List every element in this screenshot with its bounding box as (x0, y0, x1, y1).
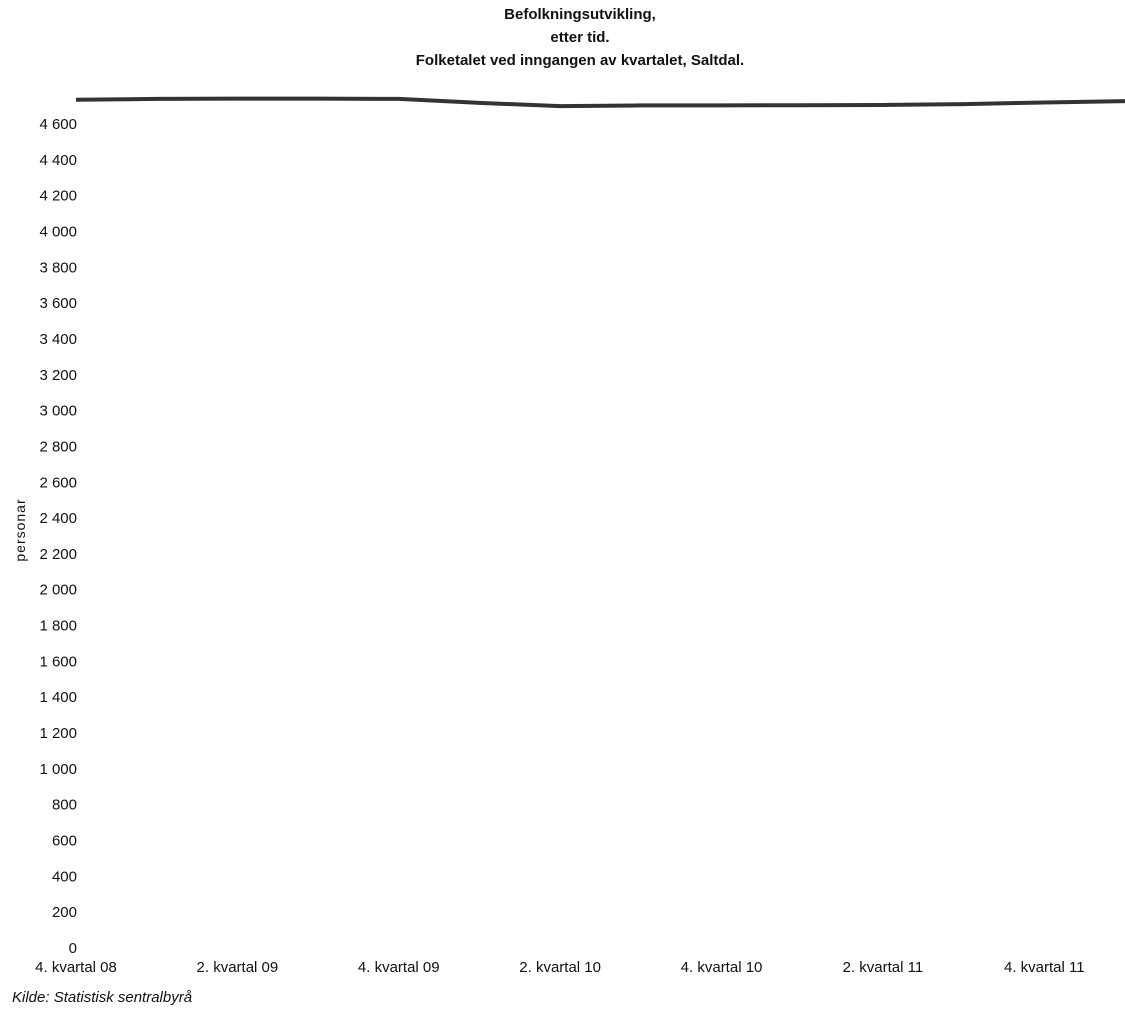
y-tick-label: 3 400 (39, 331, 77, 348)
title-line-0: Befolkningsutvikling, (504, 6, 656, 23)
y-tick-label: 2 000 (39, 582, 77, 599)
x-tick-label: 2. kvartal 11 (843, 959, 924, 976)
chart-title: Befolkningsutvikling, etter tid. Folketale… (416, 6, 744, 69)
x-tick-label: 2. kvartal 09 (197, 959, 279, 976)
series-group (75, 96, 1125, 109)
y-tick-label: 0 (69, 940, 77, 957)
x-tick-label: 4. kvartal 10 (681, 959, 763, 976)
y-tick-label: 1 200 (39, 725, 77, 742)
y-tick-label: 2 200 (39, 546, 77, 563)
x-tick-label: 4. kvartal 11 (1004, 959, 1085, 976)
y-tick-label: 3 000 (39, 403, 77, 420)
y-tick-label: 400 (52, 868, 77, 885)
y-tick-label: 4 200 (39, 188, 77, 205)
y-tick-label: 1 400 (39, 689, 77, 706)
y-axis-label: personar (12, 498, 28, 561)
y-tick-label: 3 200 (39, 367, 77, 384)
x-axis-ticks: 4. kvartal 08 2. kvartal 09 4. kvartal 09 2… (35, 959, 1084, 976)
x-tick-label: 4. kvartal 08 (35, 959, 117, 976)
y-tick-label: 4 400 (39, 152, 77, 169)
title-line-1: etter tid. (550, 29, 609, 46)
y-tick-label: 2 800 (39, 438, 77, 455)
x-tick-label: 4. kvartal 09 (358, 959, 440, 976)
y-tick-label: 800 (52, 797, 77, 814)
x-tick-label: 2. kvartal 10 (519, 959, 601, 976)
y-tick-label: 4 000 (39, 223, 77, 240)
y-tick-label: 1 000 (39, 761, 77, 778)
y-tick-label: 1 600 (39, 653, 77, 670)
y-tick-label: 2 400 (39, 510, 77, 527)
source-note: Kilde: Statistisk sentralbyrå (12, 989, 192, 1006)
y-tick-label: 600 (52, 833, 77, 850)
y-tick-label: 2 600 (39, 474, 77, 491)
series-line-0 (75, 96, 1125, 109)
y-tick-label: 4 600 (39, 116, 77, 133)
y-axis-ticks: 0 200 400 600 800 1 000 1 200 1 400 1 600 1 800 2 … (39, 116, 77, 957)
title-line-2: Folketalet ved inngangen av kvartalet, S… (416, 52, 744, 69)
y-tick-label: 3 600 (39, 295, 77, 312)
y-tick-label: 1 800 (39, 618, 77, 635)
y-tick-label: 3 800 (39, 259, 77, 276)
y-tick-label: 200 (52, 904, 77, 921)
